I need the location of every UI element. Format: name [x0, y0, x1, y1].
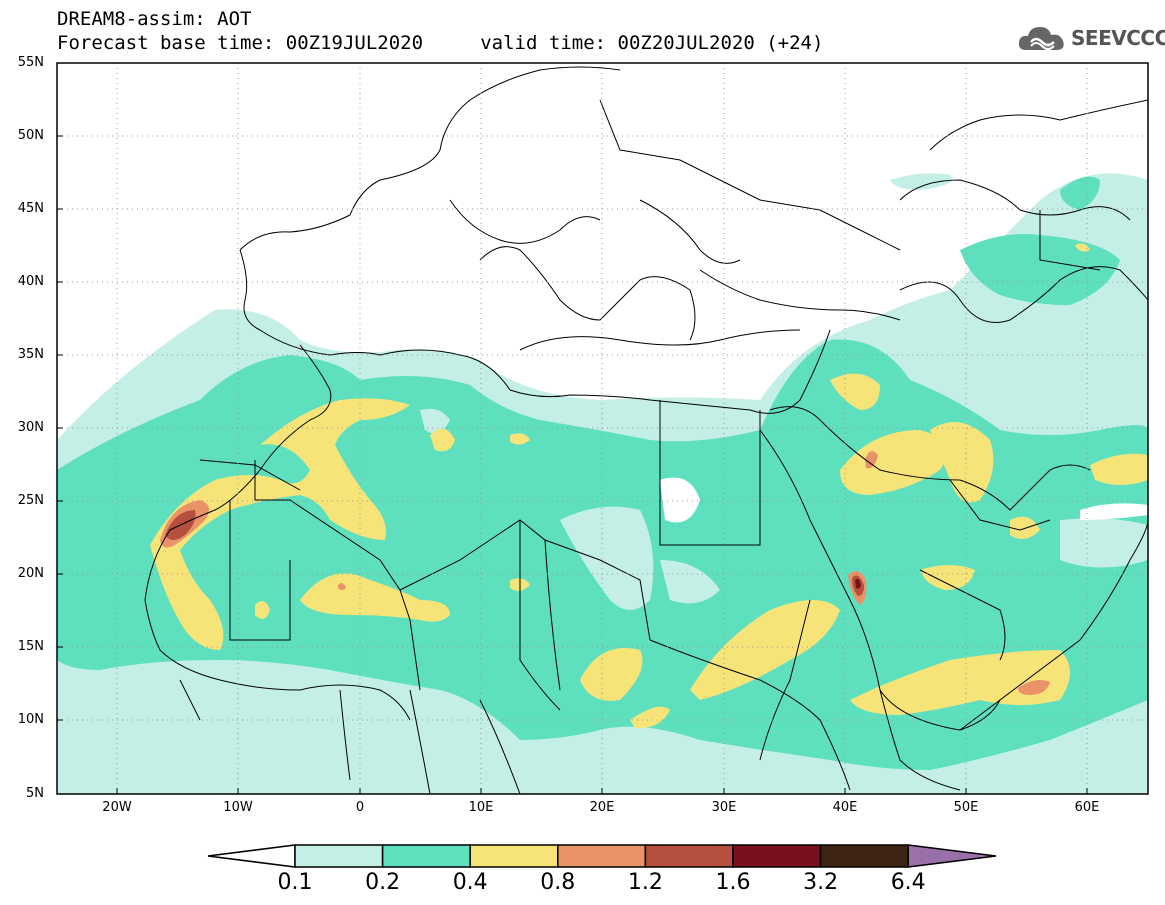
forecast-time-line: Forecast base time: 00Z19JUL2020 valid t…: [57, 32, 824, 54]
lat-label: 30N: [17, 420, 44, 435]
colorbar-segment: [294, 844, 384, 868]
lon-label: 20W: [102, 800, 132, 815]
lat-label: 45N: [17, 201, 44, 216]
lat-label: 25N: [17, 493, 44, 508]
colorbar-segment: [469, 844, 559, 868]
lat-label: 50N: [17, 128, 44, 143]
seevccc-logo: SEEVCCC: [1018, 22, 1165, 56]
lon-label: 10W: [223, 800, 253, 815]
lon-label: 20E: [589, 800, 615, 815]
lat-label: 55N: [17, 55, 44, 70]
logo-text: SEEVCCC: [1071, 26, 1165, 50]
aot-contours: [57, 63, 1148, 794]
colorbar-segment: [819, 844, 909, 868]
colorbar-level-label: 0.1: [277, 870, 313, 895]
colorbar-level-label: 0.2: [365, 870, 401, 895]
colorbar-level-label: 0.4: [452, 870, 488, 895]
lon-label: 0: [355, 800, 365, 815]
lat-label: 35N: [17, 347, 44, 362]
lat-label: 10N: [17, 712, 44, 727]
lon-label: 40E: [832, 800, 858, 815]
colorbar-level-label: 0.8: [540, 870, 576, 895]
colorbar-segment: [207, 844, 296, 868]
colorbar-segment: [644, 844, 734, 868]
axis-ticks: [57, 62, 1088, 794]
lon-label: 50E: [953, 800, 979, 815]
lat-label: 5N: [26, 786, 44, 801]
colorbar-level-label: 6.4: [890, 870, 926, 895]
lon-label: 10E: [468, 800, 494, 815]
lat-label: 15N: [17, 639, 44, 654]
lat-label: 40N: [17, 274, 44, 289]
lon-label: 30E: [711, 800, 737, 815]
map-title: DREAM8-assim: AOT: [57, 8, 252, 30]
colorbar-segment: [907, 844, 997, 868]
colorbar-segment: [557, 844, 647, 868]
lon-label: 60E: [1074, 800, 1100, 815]
lat-label: 20N: [17, 566, 44, 581]
colorbar-level-label: 1.2: [627, 870, 663, 895]
colorbar-segment: [381, 844, 471, 868]
colorbar-level-label: 3.2: [803, 870, 839, 895]
colorbar-segment: [732, 844, 822, 868]
colorbar-level-label: 1.6: [715, 870, 751, 895]
cloud-icon: [1018, 27, 1064, 50]
